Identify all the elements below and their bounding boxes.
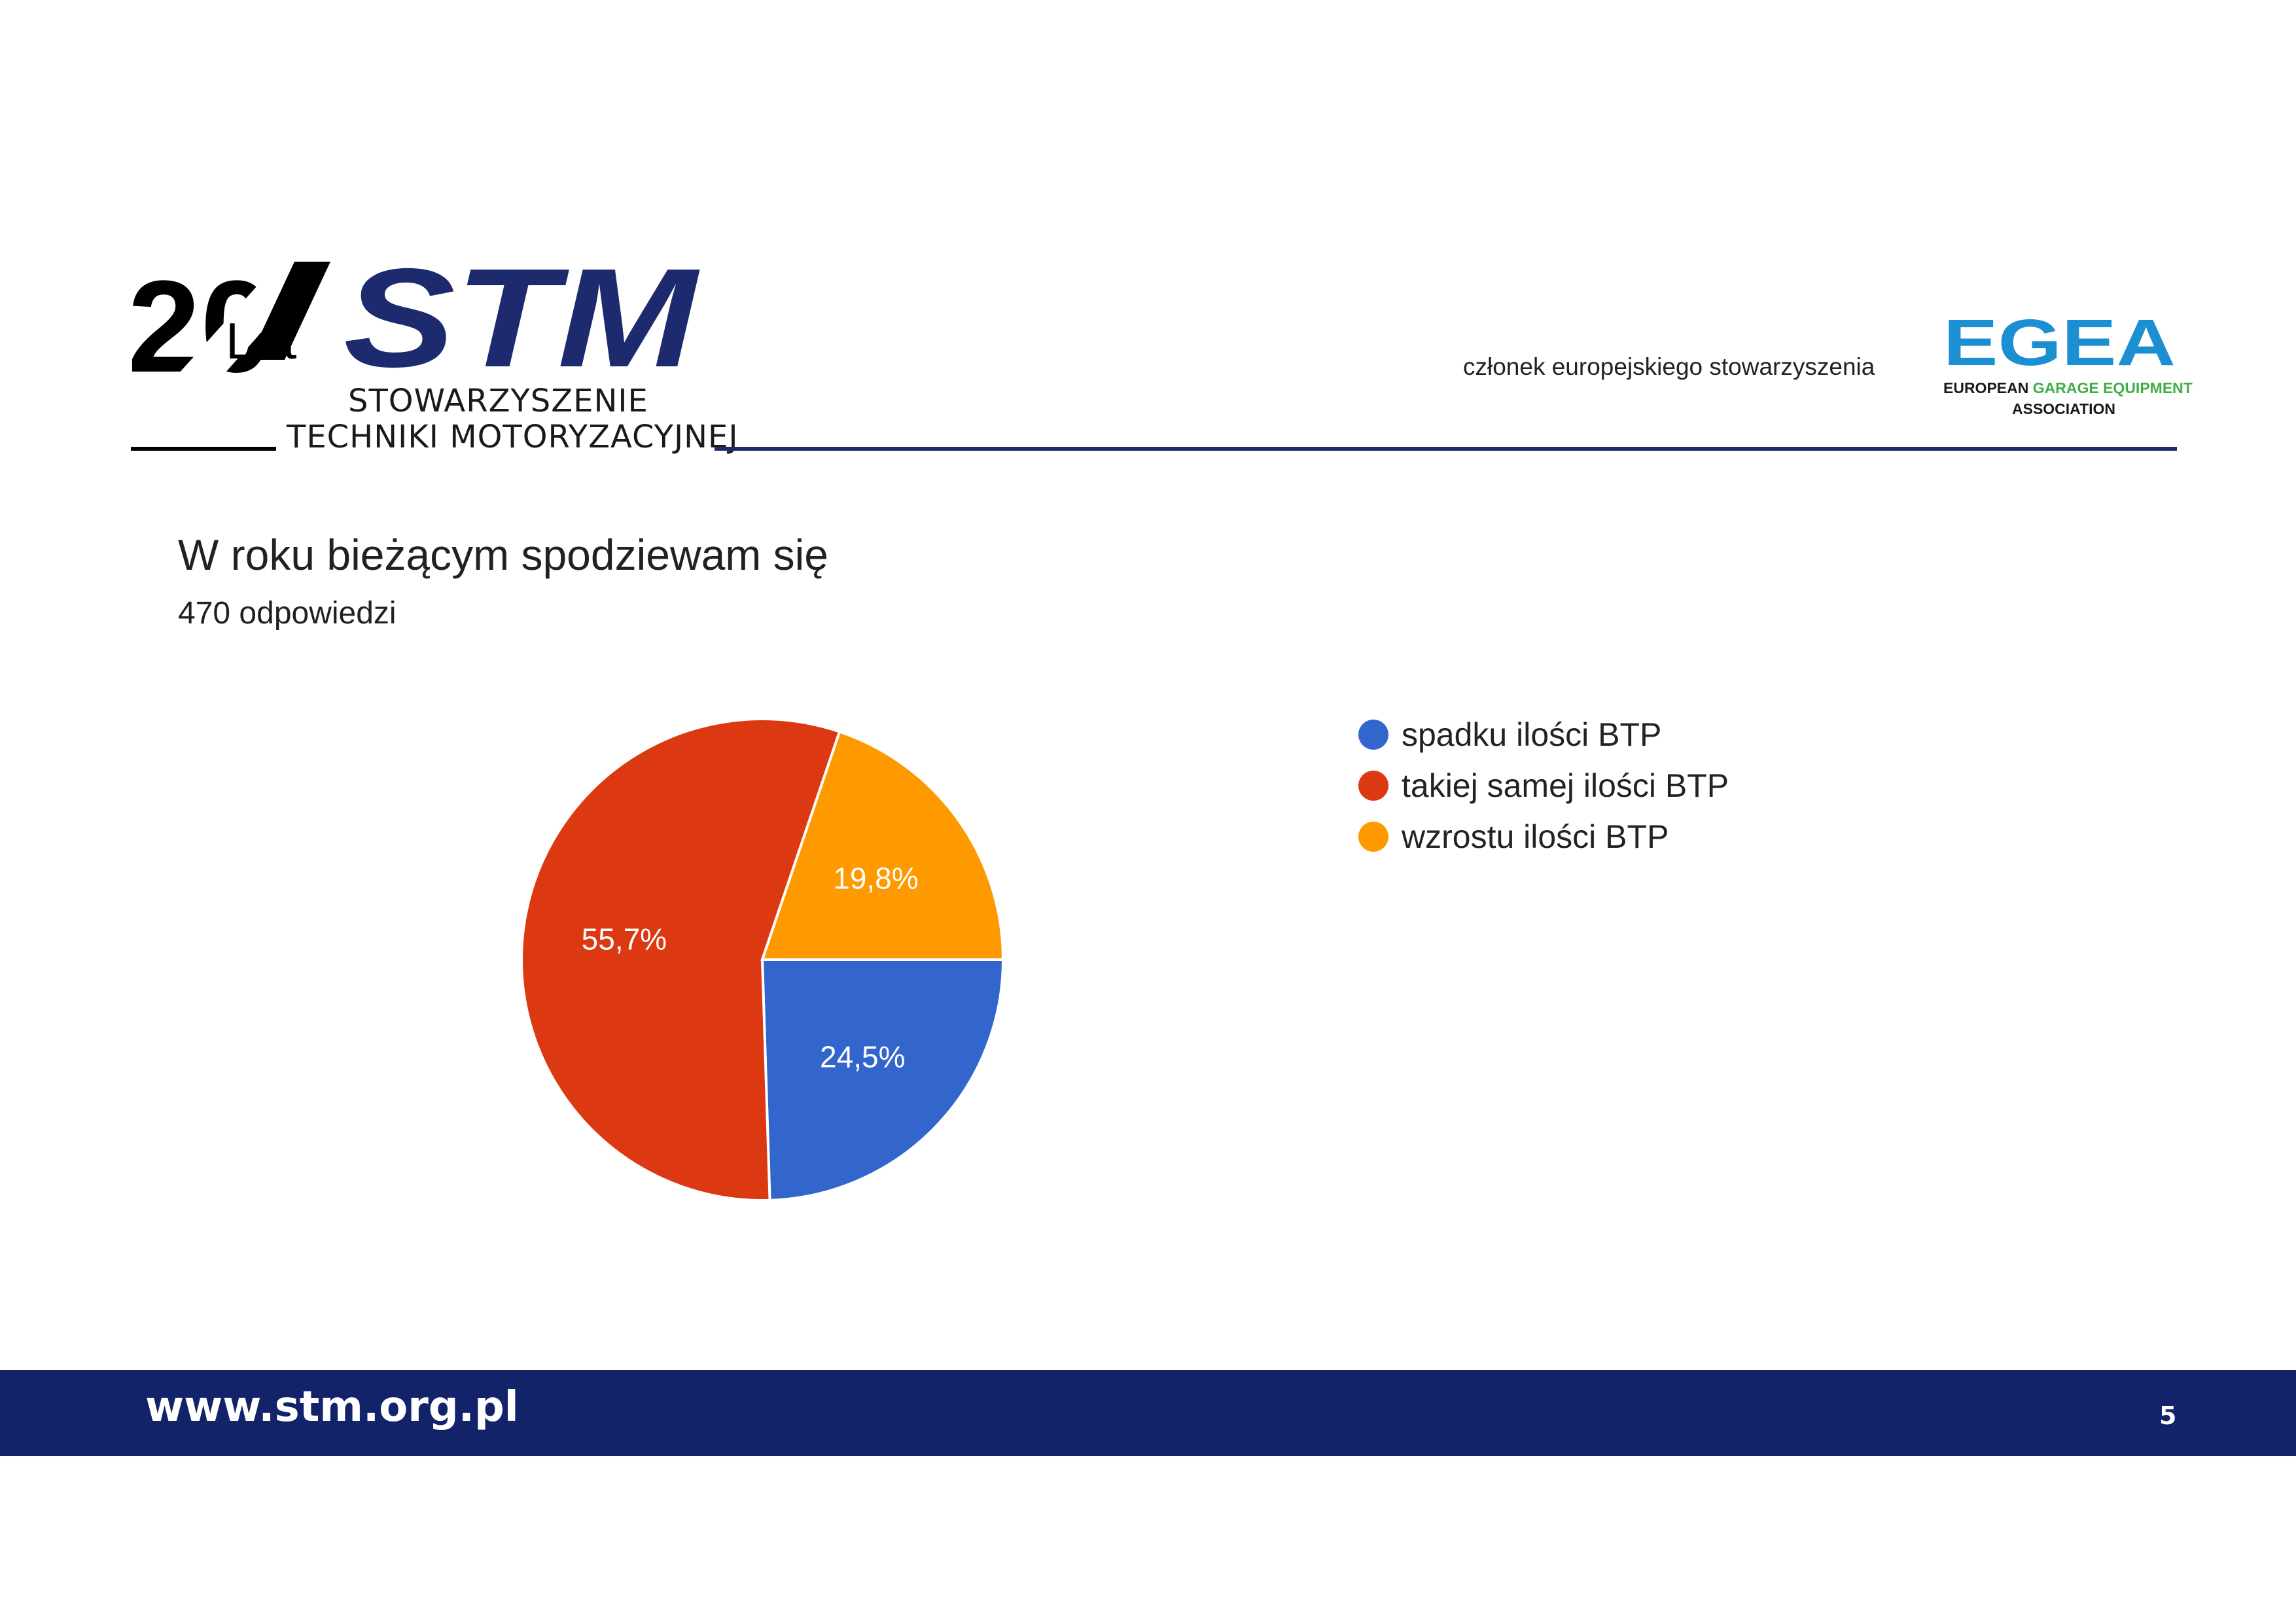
logo-subtitle-line2: TECHNIKI MOTORYZACYJNEJ (287, 419, 739, 455)
legend-item-0[interactable]: spadku ilości BTP (1358, 715, 1661, 754)
legend-item-1[interactable]: takiej samej ilości BTP (1358, 766, 1729, 805)
legend-label-2: wzrostu ilości BTP (1402, 818, 1669, 855)
legend-swatch-0 (1358, 720, 1388, 750)
pie-slice-label-0: 24,5% (820, 1040, 905, 1074)
footer-bar (0, 1370, 2296, 1456)
chart-title: W roku bieżącym spodziewam się (178, 531, 828, 579)
page-number: 5 (2159, 1401, 2177, 1430)
egea-tagline-part1: EUROPEAN (1943, 379, 2033, 396)
egea-tagline-line1: EUROPEAN GARAGE EQUIPMENT (1943, 379, 2193, 397)
header-rule (715, 447, 2177, 451)
pie-chart: 24,5% 55,7% 19,8% (520, 718, 1005, 1202)
pie-slice-label-2: 19,8% (833, 862, 918, 896)
egea-logo: EGEA (1943, 307, 2176, 379)
legend-label-1: takiej samej ilości BTP (1402, 767, 1729, 804)
logo-anniversary-word: Lat (226, 312, 297, 370)
stm-20-lat-logo: 20 Lat STM (128, 242, 700, 400)
pie-slice-0[interactable] (760, 958, 1005, 1202)
legend-swatch-2 (1358, 822, 1388, 852)
member-text: członek europejskiego stowarzyszenia (1463, 353, 1875, 380)
logo-subtitle-line1: STOWARZYSZENIE (348, 383, 648, 419)
egea-tagline-part2: GARAGE EQUIPMENT (2032, 379, 2193, 396)
footer-url[interactable]: www.stm.org.pl (145, 1383, 519, 1431)
logo-brand: STM (344, 242, 700, 396)
egea-brand: EGEA (1943, 307, 2176, 379)
legend-swatch-1 (1358, 771, 1388, 801)
pie-slice-1[interactable] (520, 718, 841, 1202)
legend-item-2[interactable]: wzrostu ilości BTP (1358, 817, 1669, 856)
pie-slice-2[interactable] (760, 729, 1005, 961)
pie-slice-label-1: 55,7% (582, 922, 667, 956)
egea-tagline-line2: ASSOCIATION (2012, 400, 2116, 417)
header-rule-left (131, 447, 276, 451)
legend-label-0: spadku ilości BTP (1402, 716, 1662, 753)
chart-subtitle: 470 odpowiedzi (178, 596, 397, 631)
